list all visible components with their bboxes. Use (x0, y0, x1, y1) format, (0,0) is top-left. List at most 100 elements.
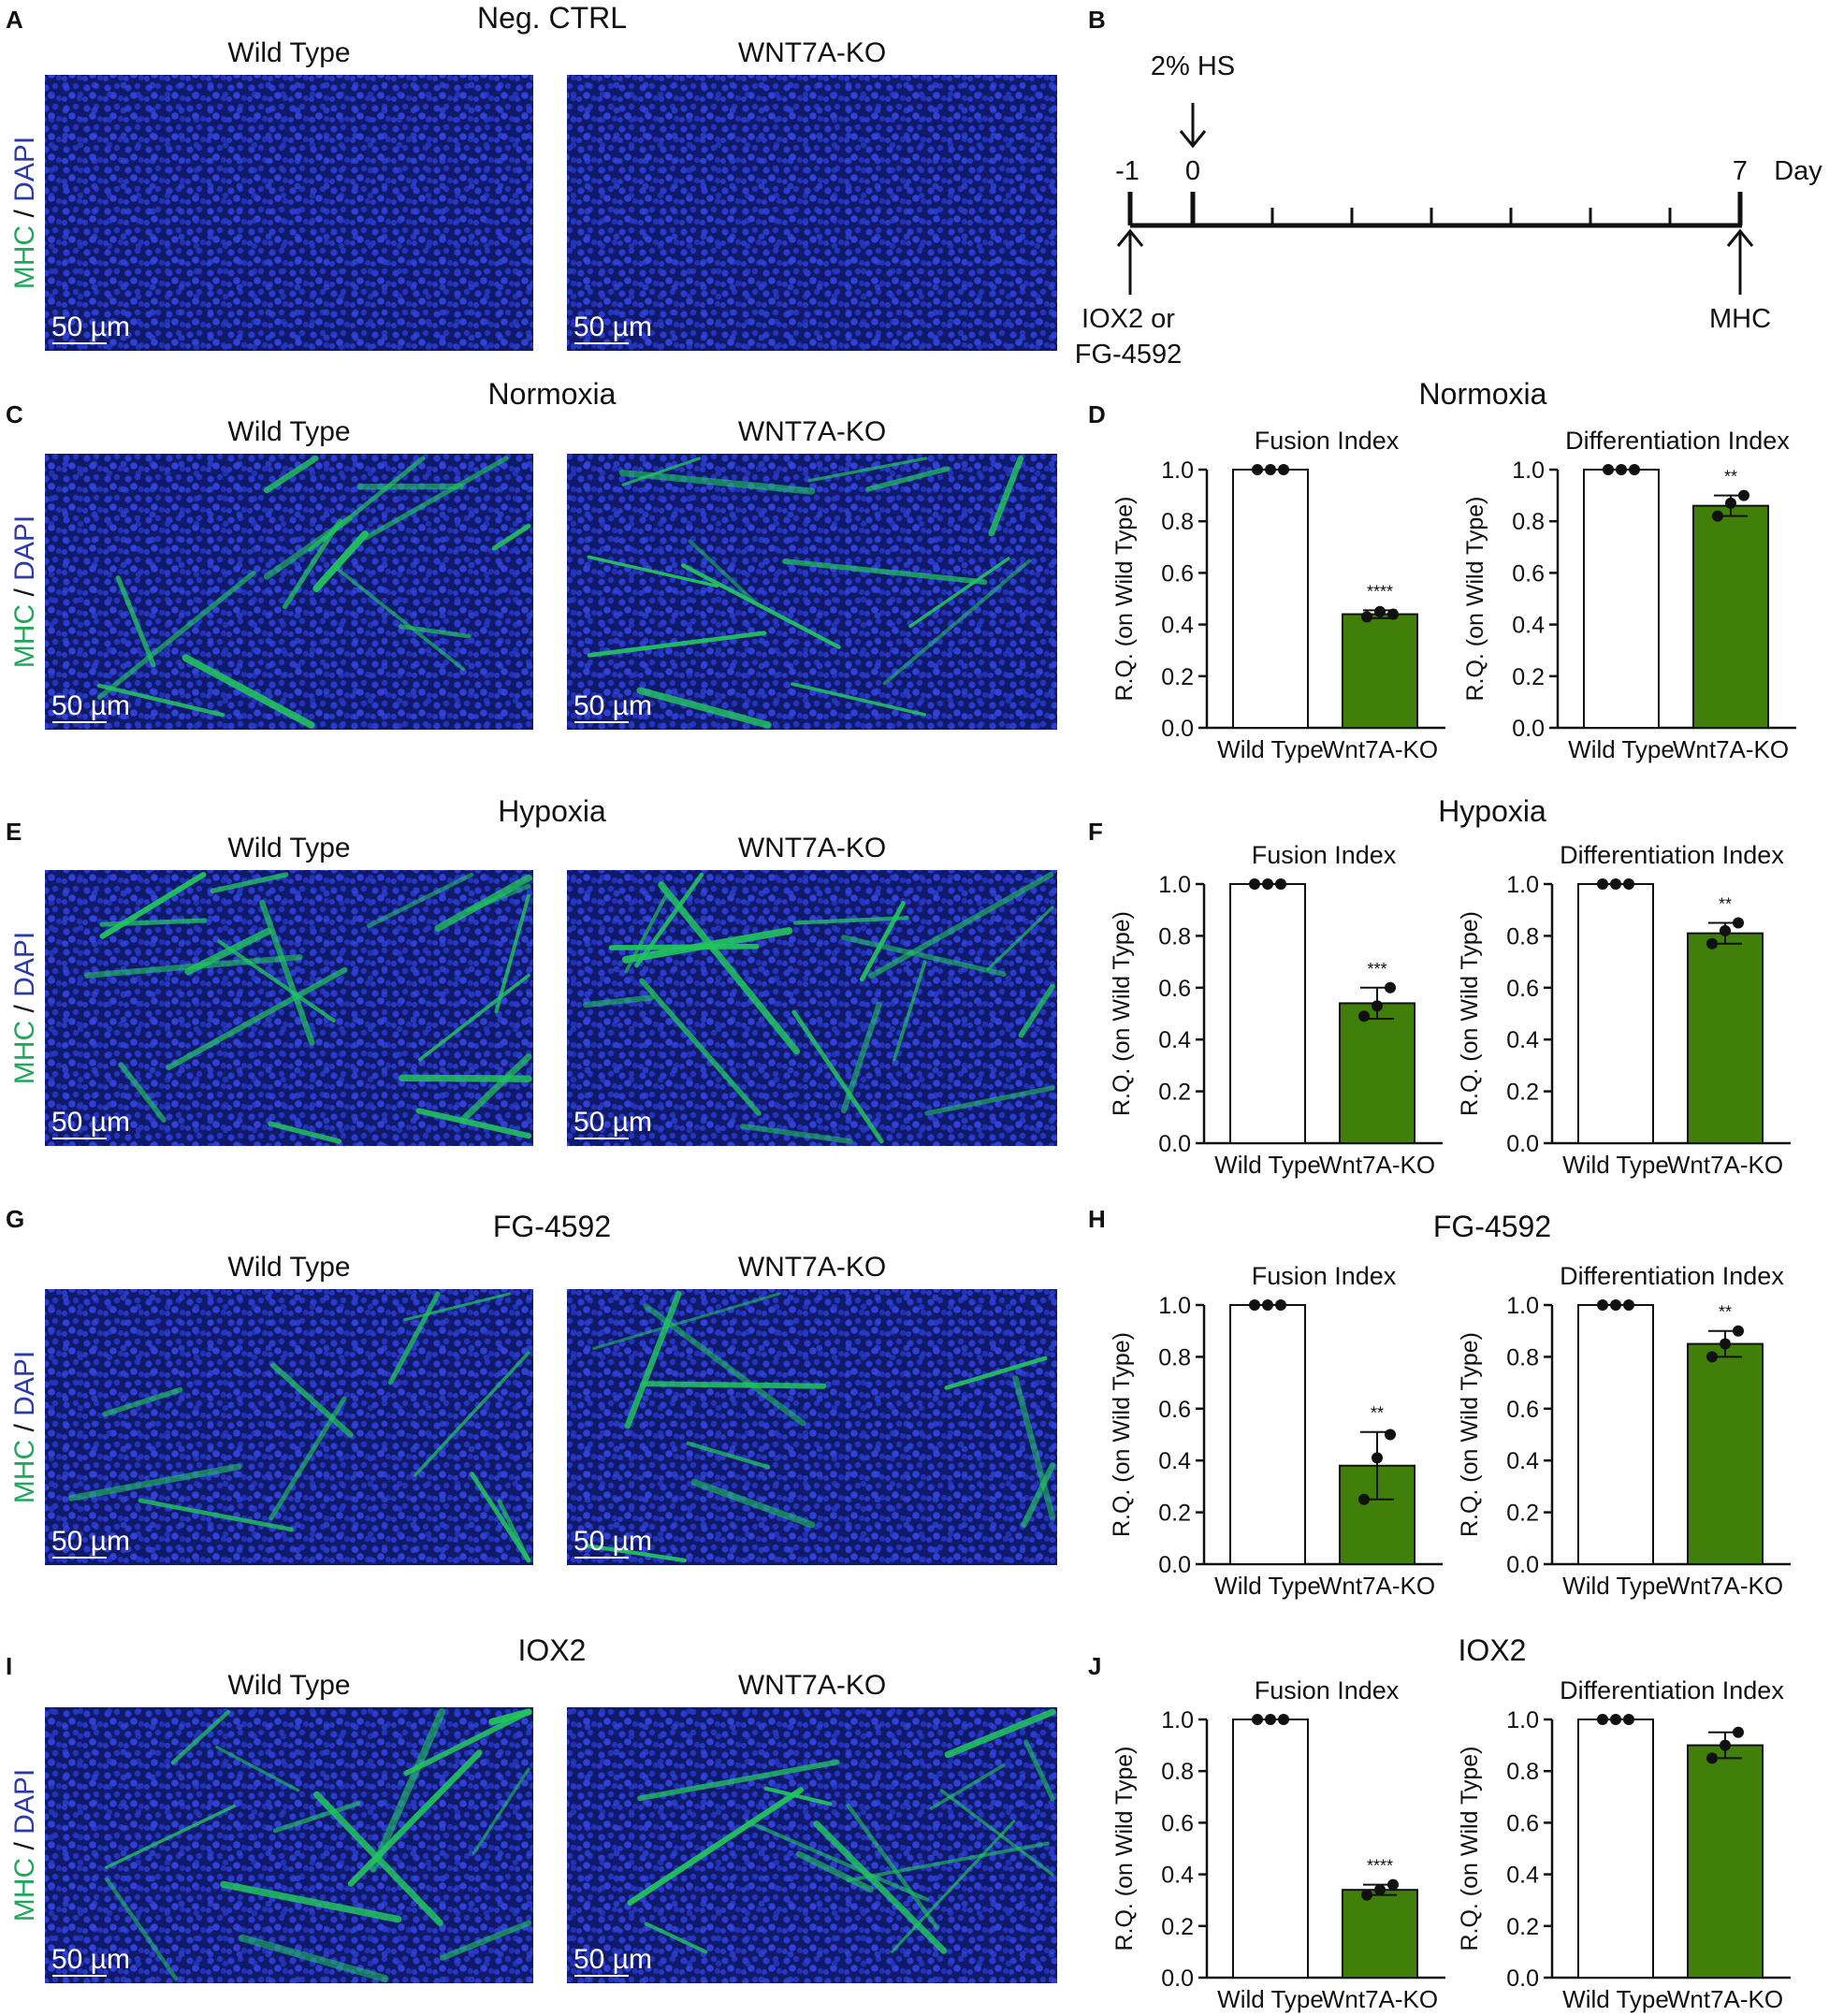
bar-wild-type (1577, 883, 1654, 1144)
bar-wild-type (1232, 1719, 1309, 1979)
panel-letter-f: F (1088, 818, 1103, 846)
myotube-fiber (585, 1544, 688, 1563)
myotube-fiber (680, 563, 841, 649)
image-label-wild-type: Wild Type (227, 833, 350, 863)
data-point (1725, 497, 1736, 509)
x-tick-label: Wnt7A-KO (1322, 1985, 1438, 2013)
significance-marker: ** (1724, 468, 1737, 486)
y-tick-label: 0.4 (1158, 1027, 1191, 1053)
stain-separator: / (9, 1835, 40, 1858)
stain-label: MHC / DAPI (9, 932, 40, 1084)
myotube-fiber (387, 1291, 441, 1385)
data-point (1249, 878, 1260, 890)
myotube-fiber (644, 1922, 708, 1954)
myotube-fiber (170, 1709, 231, 1765)
data-point (1252, 1714, 1263, 1725)
bar-chart: Fusion Index 0.0 0.2 0.4 0.6 0.8 1.0 R.Q. (on W… (1111, 427, 1445, 763)
data-point (1249, 1299, 1260, 1311)
scale-bar-label: 50 µm (573, 312, 652, 342)
myotube-fiber (67, 1463, 242, 1501)
data-point (1610, 1299, 1621, 1311)
myotube-fiber (217, 939, 336, 1023)
bar-wnt7a-ko (1342, 613, 1418, 729)
myotube-fiber (791, 1009, 884, 1144)
y-axis-label: R.Q. (on Wild Type) (1462, 496, 1488, 701)
myotube-fiber (104, 1804, 237, 1869)
y-tick-label: 1.0 (1158, 1293, 1191, 1319)
myotube-fiber (459, 1053, 532, 1123)
y-tick-label: 1.0 (1506, 1707, 1539, 1733)
myotube-fiber (891, 1820, 1016, 1953)
stain-label: MHC / DAPI (9, 1769, 40, 1922)
y-tick-label: 0.8 (1158, 923, 1191, 950)
myotube-fiber (763, 1786, 833, 1806)
myotube-fiber (583, 994, 655, 1008)
myotube-fiber (865, 466, 951, 492)
myotube-fiber (239, 1934, 389, 1982)
myotube-fiber (908, 557, 1010, 629)
stain-mhc: MHC (9, 225, 40, 289)
y-tick-label: 0.2 (1158, 1501, 1191, 1527)
y-tick-label: 0.8 (1161, 509, 1194, 535)
y-tick-label: 0.8 (1506, 1344, 1539, 1371)
panel-letter-j: J (1088, 1652, 1101, 1680)
data-point (1385, 981, 1396, 993)
significance-marker: **** (1367, 582, 1393, 601)
myotube-fiber (364, 456, 509, 541)
micrograph-texture (45, 870, 533, 1146)
y-tick-label: 0.6 (1161, 560, 1194, 587)
stain-separator: / (9, 1416, 40, 1440)
stain-separator: / (9, 202, 40, 225)
myotube-fiber (637, 1759, 840, 1802)
myotube-fiber (634, 872, 704, 968)
x-tick-label: Wnt7A-KO (1667, 1151, 1783, 1179)
y-tick-label: 1.0 (1512, 457, 1545, 484)
y-tick-label: 0.0 (1161, 716, 1194, 742)
micrograph-row: Hypoxia Wild Type 50 µm WNT7A-KO 50 µm MHC / … (9, 794, 1057, 1146)
y-tick-label: 0.4 (1512, 613, 1545, 639)
bar-chart: Differentiation Index 0.0 0.2 0.4 0.6 0.8 1.0 R… (1457, 1262, 1791, 1600)
data-point (1720, 924, 1731, 936)
myotube-fiber (99, 872, 207, 939)
data-point (1623, 878, 1634, 890)
myotube-fiber (263, 515, 353, 580)
data-point (1706, 1752, 1718, 1764)
myotube-fiber (688, 539, 755, 602)
myotube-fiber (166, 966, 348, 1071)
myotube-fiber (813, 1820, 948, 1954)
myotube-fiber (491, 523, 531, 551)
myotube-fiber (781, 558, 988, 586)
y-tick-label: 0.4 (1506, 1863, 1539, 1889)
bar-wild-type (1577, 1719, 1654, 1979)
y-tick-label: 0.6 (1506, 1397, 1539, 1423)
data-point (1733, 1325, 1744, 1337)
myotube-fiber (403, 1709, 531, 1777)
myotube-fiber (636, 687, 772, 729)
x-tick-label: Wnt7A-KO (1673, 735, 1789, 763)
stain-mhc: MHC (9, 1021, 40, 1084)
myotube-fiber (627, 1787, 805, 1906)
data-point (1265, 1714, 1276, 1725)
myotube-fiber (184, 927, 272, 976)
stain-mhc: MHC (9, 1440, 40, 1503)
myotube-fiber (988, 455, 1024, 537)
micrograph-texture (45, 75, 533, 351)
x-tick-label: Wild Type (1562, 1985, 1669, 2013)
myotube-fiber (745, 1819, 930, 1902)
myotube-fiber (269, 1396, 347, 1520)
stain-dapi: DAPI (9, 1769, 40, 1835)
myotube-fiber (939, 1789, 1054, 1877)
myotube-fiber (398, 624, 472, 639)
myotube-fiber (641, 1381, 827, 1389)
y-tick-label: 0.6 (1512, 560, 1545, 587)
y-tick-label: 1.0 (1506, 1293, 1539, 1319)
image-label-wild-type: Wild Type (227, 37, 350, 68)
micrograph-texture (567, 1707, 1057, 1983)
y-tick-label: 0.0 (1158, 1131, 1191, 1157)
panel-letter-i: I (6, 1652, 12, 1680)
myotube-fiber (792, 916, 909, 925)
timeline-hs-label: 2% HS (1151, 51, 1235, 81)
myotube-fiber (618, 469, 816, 495)
chart-title: Differentiation Index (1560, 1676, 1784, 1704)
myotube-fiber (210, 872, 289, 893)
